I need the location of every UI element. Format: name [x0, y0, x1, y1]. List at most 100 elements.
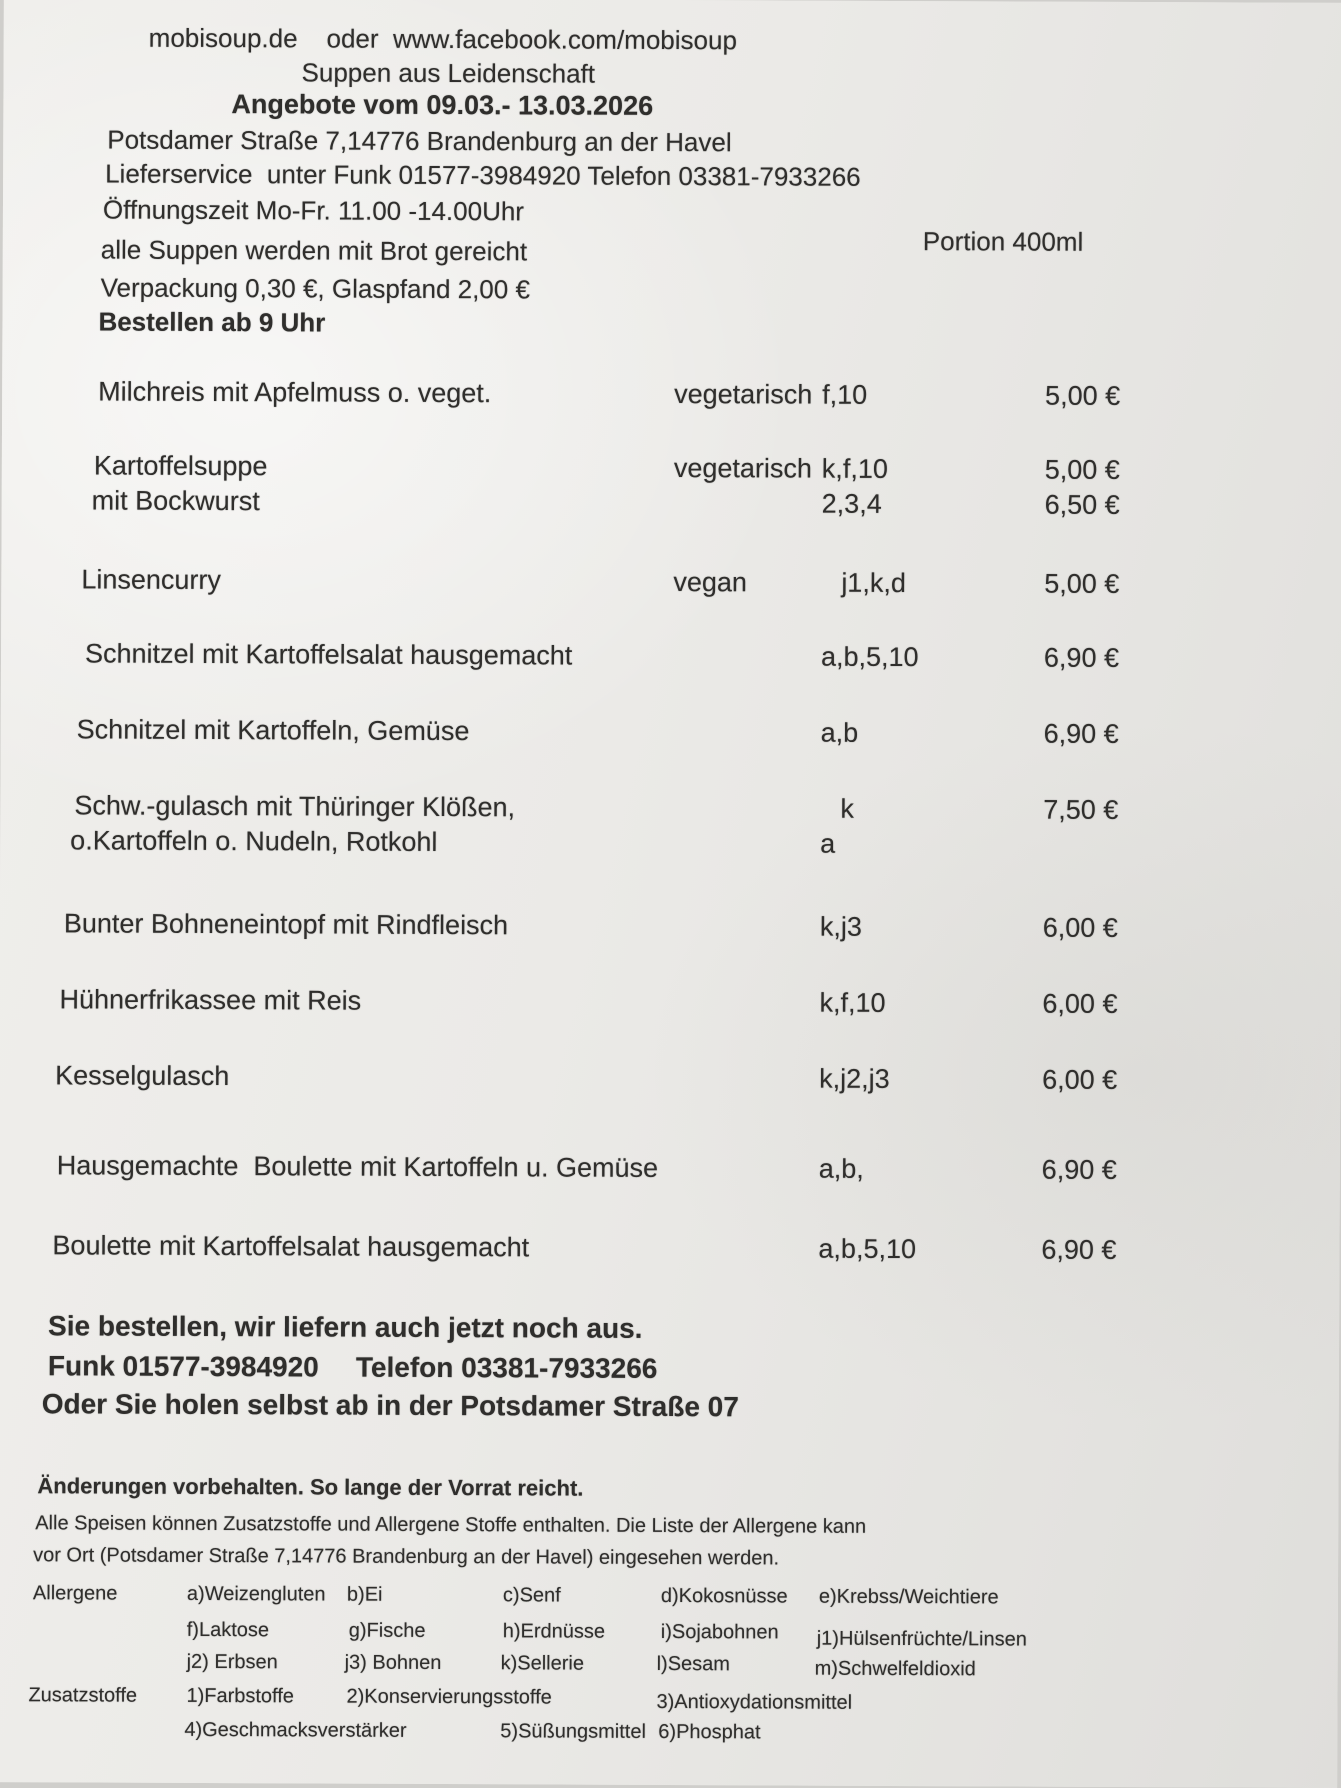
menu-row: Boulette mit Kartoffelsalat hausgemacht … [0, 1229, 1340, 1269]
menu-row: Kesselgulasch k,j2,j3 6,00 € [0, 1059, 1340, 1099]
dish-name: Boulette mit Kartoffelsalat hausgemacht [52, 1230, 530, 1263]
legend-cell: f)Laktose [186, 1618, 270, 1642]
site-or-word: oder [326, 23, 379, 54]
legend-cell: k)Sellerie [500, 1652, 585, 1675]
allergen-codes: a,b,5,10 [818, 1233, 917, 1265]
allergen-codes: k [840, 793, 854, 824]
menu-row: Bunter Bohneneintopf mit Rindfleisch k,j… [0, 907, 1341, 947]
legend-cell: b)Ei [346, 1583, 383, 1606]
legend-cell: g)Fische [348, 1619, 426, 1642]
allergen-legend-row: j2) Erbsen j3) Bohnen k)Sellerie l)Sesam… [0, 1649, 1338, 1681]
menu-row: Kartoffelsuppe vegetarisch k,f,10 5,00 € [2, 449, 1341, 489]
legend-cell: 4)Geschmacksverstärker [184, 1718, 407, 1742]
delivery-service-line: Lieferservice unter Funk 01577-3984920 T… [105, 158, 861, 192]
price: 6,00 € [1042, 988, 1118, 1019]
menu-row: Hühnerfrikassee mit Reis k,f,10 6,00 € [0, 983, 1341, 1023]
opening-hours: Öffnungszeit Mo-Fr. 11.00 -14.00Uhr [102, 194, 525, 227]
deposit-note: Verpackung 0,30 €, Glaspfand 2,00 € [100, 272, 531, 305]
dish-name: Hausgemachte Boulette mit Kartoffeln u. … [56, 1150, 659, 1183]
menu-row: Linsencurry vegan j1,k,d 5,00 € [1, 563, 1341, 603]
allergen-codes: k,f,10 [821, 453, 888, 484]
dish-name: Schw.-gulasch mit Thüringer Klößen, [74, 790, 516, 823]
diet-label: vegan [673, 567, 747, 598]
allergen-codes-line2: 2,3,4 [821, 488, 882, 519]
allergen-codes: f,10 [822, 379, 868, 410]
legend-cell: 6)Phosphat [658, 1720, 761, 1744]
legend-cell: d)Kokosnüsse [660, 1584, 788, 1608]
dish-name: Kartoffelsuppe [93, 450, 268, 482]
menu-row: Schnitzel mit Kartoffelsalat hausgemacht… [1, 637, 1341, 677]
price: 6,00 € [1042, 912, 1118, 943]
dish-name: Kesselgulasch [55, 1060, 230, 1092]
price: 5,00 € [1044, 454, 1120, 485]
legend-cell: 2)Konservierungsstoffe [346, 1685, 552, 1709]
legend-cell: 1)Farbstoffe [186, 1684, 295, 1708]
price: 6,00 € [1042, 1064, 1118, 1095]
price: 6,90 € [1041, 1154, 1117, 1185]
diet-label: vegetarisch [673, 453, 812, 484]
legend-cell: i)Sojabohnen [660, 1620, 779, 1644]
diet-label: vegetarisch [674, 379, 813, 410]
menu-row: Hausgemachte Boulette mit Kartoffeln u. … [0, 1149, 1340, 1189]
additives-legend-row: 4)Geschmacksverstärker 5)Süßungsmittel 6… [0, 1717, 1337, 1749]
menu-row: Schnitzel mit Kartoffeln, Gemüse a,b 6,9… [1, 713, 1341, 753]
allergen-info-line2: vor Ort (Potsdamer Straße 7,14776 Brande… [33, 1544, 780, 1570]
site-url: mobisoup.de [148, 22, 298, 54]
allergen-codes: k,f,10 [819, 987, 886, 1018]
legend-cell: j1)Hülsenfrüchte/Linsen [816, 1627, 1027, 1651]
menu-row-line2: mit Bockwurst 2,3,4 6,50 € [2, 484, 1341, 524]
legend-cell: a)Weizengluten [186, 1582, 326, 1606]
price: 6,90 € [1041, 1234, 1117, 1265]
portion-size-note: Portion 400ml [922, 226, 1084, 257]
legend-cell: 3)Antioxydationsmittel [656, 1690, 853, 1714]
legend-cell: c)Senf [502, 1584, 561, 1607]
menu-row-line2: o.Kartoffeln o. Nudeln, Rotkohl a [0, 824, 1341, 864]
bread-note: alle Suppen werden mit Brot gereicht [100, 234, 528, 267]
tagline: Suppen aus Leidenschaft [301, 57, 596, 89]
dish-name-line2: mit Bockwurst [91, 485, 260, 517]
price: 6,90 € [1043, 642, 1120, 673]
additives-legend-row: Zusatzstoffe 1)Farbstoffe 2)Konservierun… [0, 1683, 1338, 1715]
price: 5,00 € [1045, 380, 1121, 411]
contact-line: Funk 01577-3984920 Telefon 03381-7933266 [0, 1349, 1339, 1384]
changes-reserved-note: Änderungen vorbehalten. So lange der Vor… [37, 1473, 584, 1501]
allergen-codes: k,j2,j3 [819, 1063, 890, 1094]
allergen-codes: k,j3 [819, 911, 862, 942]
dish-name-line2: o.Kartoffeln o. Nudeln, Rotkohl [70, 825, 438, 857]
price: 6,90 € [1043, 718, 1119, 749]
order-time-note: Bestellen ab 9 Uhr [98, 306, 326, 338]
legend-cell: j3) Bohnen [344, 1651, 442, 1675]
allergen-codes-line2: a [820, 828, 836, 859]
allergen-legend-row: f)Laktose g)Fische h)Erdnüsse i)Sojabohn… [0, 1617, 1338, 1651]
legend-cell: h)Erdnüsse [502, 1620, 606, 1643]
price: 5,00 € [1044, 568, 1120, 599]
facebook-url: www.facebook.com/mobisoup [392, 23, 738, 56]
funk-number: Funk 01577-3984920 [47, 1350, 319, 1383]
menu-row: Schw.-gulasch mit Thüringer Klößen, k 7,… [0, 789, 1341, 829]
allergen-codes: a,b,5,10 [820, 641, 919, 673]
dish-name: Schnitzel mit Kartoffeln, Gemüse [76, 714, 470, 747]
allergen-codes: j1,k,d [841, 567, 906, 599]
dish-name: Milchreis mit Apfelmuss o. veget. [98, 376, 492, 409]
allergen-codes: a,b, [818, 1153, 864, 1184]
menu-row: Milchreis mit Apfelmuss o. veget. vegeta… [2, 375, 1341, 415]
dish-name: Linsencurry [81, 564, 221, 596]
legend-cell: j2) Erbsen [186, 1650, 278, 1674]
offer-period: Angebote vom 09.03.- 13.03.2026 [231, 89, 654, 121]
price-line2: 6,50 € [1044, 489, 1120, 520]
address-line: Potsdamer Straße 7,14776 Brandenburg an … [107, 124, 732, 158]
allergen-codes: a,b [820, 717, 859, 748]
order-delivery-note: Sie bestellen, wir liefern auch jetzt no… [48, 1310, 643, 1344]
pickup-note: Oder Sie holen selbst ab in der Potsdame… [41, 1388, 739, 1423]
allergens-label: Allergene [32, 1582, 118, 1605]
dish-name: Schnitzel mit Kartoffelsalat hausgemacht [84, 638, 573, 671]
legend-cell: 5)Süßungsmittel [500, 1720, 647, 1743]
header-site-line: mobisoup.de oder www.facebook.com/mobiso… [149, 22, 737, 57]
price: 7,50 € [1043, 794, 1119, 825]
additives-label: Zusatzstoffe [28, 1684, 138, 1707]
telefon-number: Telefon 03381-7933266 [355, 1351, 658, 1384]
allergen-info-line1: Alle Speisen können Zusatzstoffe und All… [35, 1512, 867, 1538]
dish-name: Hühnerfrikassee mit Reis [59, 984, 362, 1016]
legend-cell: m)Schwelfeldioxid [814, 1657, 976, 1681]
